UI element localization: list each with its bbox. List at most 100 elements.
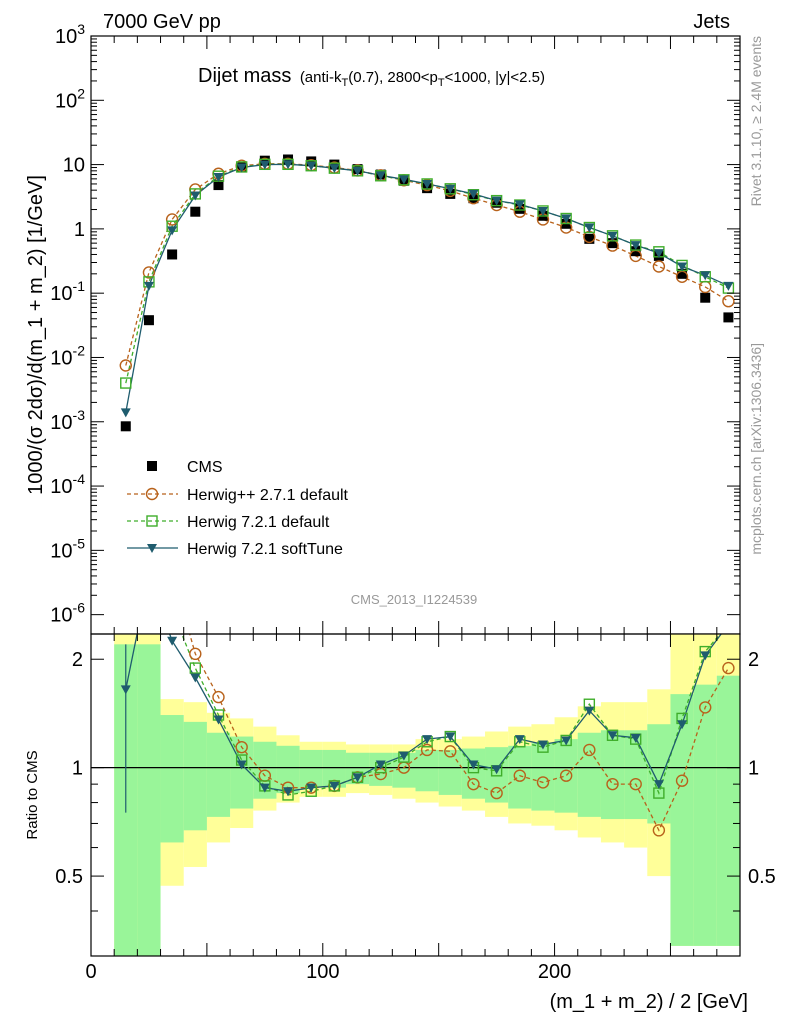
softtune-point	[283, 160, 294, 170]
band-inner-segment	[693, 684, 717, 946]
ratio-herwigpp-point	[536, 776, 550, 789]
main-y-tick-label: 10-1	[50, 278, 85, 305]
ratio-y-tick-label: 1	[72, 758, 83, 780]
softtune-point	[607, 231, 618, 241]
main-y-tick-label: 10-3	[50, 407, 85, 434]
cms-data-point	[677, 268, 688, 279]
band-inner-segment	[183, 721, 207, 831]
ratio-herwig721-point	[189, 662, 202, 674]
softtune-point	[677, 262, 688, 272]
cms-data-point	[213, 180, 224, 191]
herwigpp-line	[125, 163, 729, 366]
ratio-herwigpp-point	[189, 647, 202, 661]
ratio-softtune-point	[445, 732, 456, 742]
softtune-line	[125, 163, 729, 413]
ratio-y-tick-label: 0.5	[55, 866, 83, 888]
band-inner-segment	[716, 675, 740, 946]
jets-label: Jets	[693, 11, 730, 33]
herwig721-line	[125, 163, 729, 384]
softtune-point	[329, 164, 340, 174]
ratio-softtune-point	[491, 765, 502, 775]
band-inner-segment	[299, 749, 323, 788]
ratio-herwigpp-point	[722, 661, 735, 675]
ratio-y-tick-label-right: 1	[748, 758, 759, 780]
main-y-tick-label: 10-4	[50, 471, 85, 498]
softtune-point	[445, 184, 456, 194]
x-tick-label: 200	[538, 961, 571, 983]
ratio-y-tick-label-right: 2	[748, 649, 759, 671]
band-inner-segment	[276, 745, 300, 794]
ratio-herwigpp-point	[444, 745, 457, 758]
ratio-herwigpp-line	[189, 634, 729, 832]
ratio-softtune-point	[352, 773, 363, 783]
ratio-herwigpp-point	[420, 743, 434, 757]
band-inner-segment	[554, 739, 578, 813]
ratio-softtune-point	[561, 736, 572, 746]
ratio-softtune-point	[537, 740, 548, 750]
softtune-point	[167, 226, 178, 236]
softtune-point	[700, 271, 711, 281]
softtune-point	[468, 189, 479, 199]
softtune-point	[213, 173, 224, 183]
cms-data-point	[607, 238, 618, 249]
rivet-version-label: Rivet 3.1.10, ≥ 2.4M events	[748, 36, 764, 206]
ratio-herwigpp-point	[606, 777, 619, 791]
ratio-softtune-point	[306, 783, 317, 793]
herwig721-point	[120, 377, 132, 389]
herwigpp-point	[142, 266, 156, 279]
band-inner-segment	[485, 747, 509, 803]
legend-cms-label: CMS	[187, 459, 223, 476]
ratio-herwigpp-point	[235, 740, 248, 754]
ratio-softtune-point	[514, 735, 525, 745]
ratio-softtune-point	[700, 651, 711, 661]
ratio-softtune-point	[653, 780, 664, 790]
analysis-id: CMS_2013_I1224539	[351, 592, 478, 607]
energy-label: 7000 GeV pp	[103, 11, 221, 33]
softtune-point	[143, 281, 154, 291]
ratio-softtune-point	[468, 760, 479, 770]
ratio-softtune-point	[422, 735, 433, 745]
main-y-tick-label: 103	[55, 21, 85, 48]
band-inner-segment	[415, 749, 439, 792]
band-inner-segment	[392, 752, 416, 788]
herwig721-point	[467, 189, 480, 201]
ratio-softtune-point	[167, 636, 178, 646]
softtune-point	[147, 544, 157, 553]
softtune-point	[723, 281, 734, 291]
band-inner-segment	[670, 694, 694, 946]
ratio-herwigpp-point	[212, 690, 225, 704]
softtune-point	[236, 163, 247, 173]
softtune-point	[352, 166, 363, 176]
ratio-herwigpp-point	[652, 824, 666, 837]
softtune-point	[653, 249, 664, 259]
main-y-tick-label: 10-2	[50, 342, 85, 369]
mcplots-source-label: mcplots.cern.ch [arXiv:1306.3436]	[748, 343, 764, 555]
softtune-point	[514, 200, 525, 210]
ratio-softtune-point	[375, 760, 386, 770]
ratio-softtune-point	[213, 715, 224, 725]
softtune-point	[584, 223, 595, 233]
ratio-softtune-point	[677, 720, 688, 730]
herwigpp-point	[119, 359, 132, 372]
legend: CMS Herwig++ 2.7.1 default Herwig 7.2.1 de…	[127, 459, 349, 558]
main-y-tick-label: 1	[74, 219, 85, 241]
main-y-axis-label: 1000/(σ 2dσ)/d(m_1 + m_2) [1/GeV]	[25, 175, 47, 495]
ratio-herwigpp-point	[513, 769, 527, 782]
herwig721-point	[146, 515, 158, 527]
ratio-softtune-point	[236, 760, 247, 770]
main-y-tick-label: 10-6	[50, 600, 85, 627]
cms-data-point	[700, 292, 711, 303]
herwig721-point	[375, 170, 387, 182]
legend-herwig721-label: Herwig 7.2.1 default	[187, 514, 330, 531]
band-inner-segment	[647, 724, 671, 824]
softtune-point	[491, 196, 502, 206]
ratio-herwigpp-point	[490, 786, 503, 800]
softtune-point	[259, 160, 270, 170]
herwigpp-point	[652, 260, 666, 273]
softtune-point	[120, 408, 131, 418]
plot-title: Dijet mass (anti-kT(0.7), 2800<pT<1000, …	[198, 65, 545, 89]
x-tick-label: 100	[306, 961, 339, 983]
plot-title-sub: (anti-kT(0.7), 2800<pT<1000, |y|<2.5)	[300, 69, 545, 89]
ratio-herwigpp-point	[675, 774, 689, 787]
